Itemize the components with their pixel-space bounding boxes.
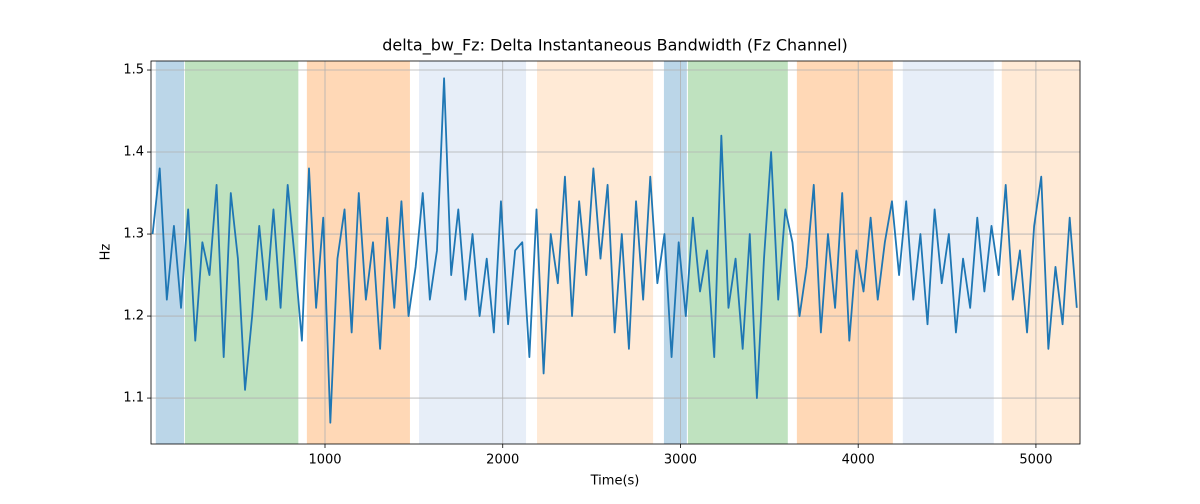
shaded-span — [419, 61, 527, 444]
x-axis-label: Time(s) — [590, 474, 640, 489]
plot-frame — [150, 60, 1081, 445]
shaded-span — [687, 61, 788, 444]
y-tick-label: 1.5 — [123, 63, 144, 78]
y-tick-label: 1.3 — [123, 227, 144, 242]
shaded-span — [537, 61, 654, 444]
y-tick-label: 1.4 — [123, 145, 144, 160]
shaded-span — [155, 61, 185, 444]
x-tick-label: 4000 — [842, 453, 875, 468]
y-tick-label: 1.1 — [123, 391, 144, 406]
x-tick-label: 5000 — [1019, 453, 1052, 468]
shaded-span — [306, 61, 410, 444]
data-line — [151, 77, 1078, 424]
shaded-span — [663, 61, 687, 444]
chart-title: delta_bw_Fz: Delta Instantaneous Bandwid… — [382, 36, 848, 56]
x-tick-label: 2000 — [486, 453, 519, 468]
y-axis-label: Hz — [99, 244, 114, 261]
x-tick-label: 1000 — [308, 453, 341, 468]
x-tick-label: 3000 — [664, 453, 697, 468]
y-tick-label: 1.2 — [123, 309, 144, 324]
shaded-span — [1001, 61, 1080, 444]
